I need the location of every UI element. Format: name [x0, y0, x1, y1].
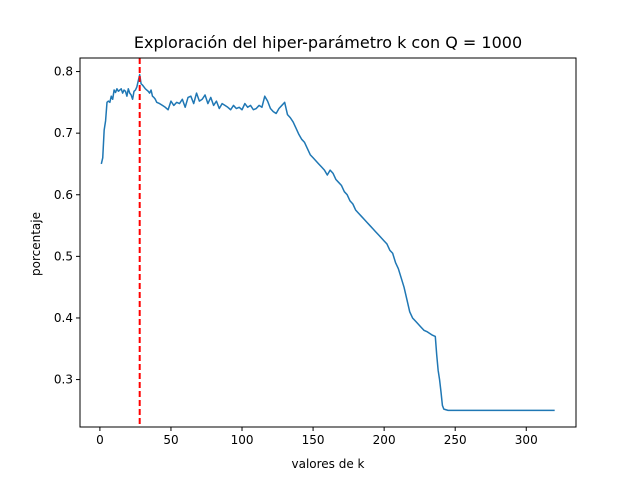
x-tick-label: 150 [302, 433, 325, 447]
x-tick-label: 0 [96, 433, 104, 447]
y-tick-label: 0.6 [54, 188, 73, 202]
y-axis-ticks: 0.3 0.4 0.5 0.6 0.7 0.8 [54, 65, 80, 387]
axes-frame [79, 57, 577, 428]
x-tick-label: 300 [515, 433, 538, 447]
plot-area [100, 58, 555, 427]
y-tick-label: 0.5 [54, 249, 73, 263]
x-tick-label: 200 [373, 433, 396, 447]
x-axis-label: valores de k [291, 457, 364, 471]
y-tick-label: 0.8 [54, 65, 73, 79]
x-tick-label: 100 [231, 433, 254, 447]
chart-title: Exploración del hiper-parámetro k con Q … [134, 33, 522, 52]
y-axis-label: porcentaje [29, 212, 43, 276]
x-axis-ticks: 0 50 100 150 200 250 300 [96, 427, 538, 447]
series-line-0 [100, 73, 555, 412]
x-tick-label: 250 [444, 433, 467, 447]
y-tick-label: 0.4 [54, 311, 73, 325]
x-tick-label: 50 [163, 433, 178, 447]
y-tick-label: 0.7 [54, 126, 73, 140]
y-tick-label: 0.3 [54, 373, 73, 387]
